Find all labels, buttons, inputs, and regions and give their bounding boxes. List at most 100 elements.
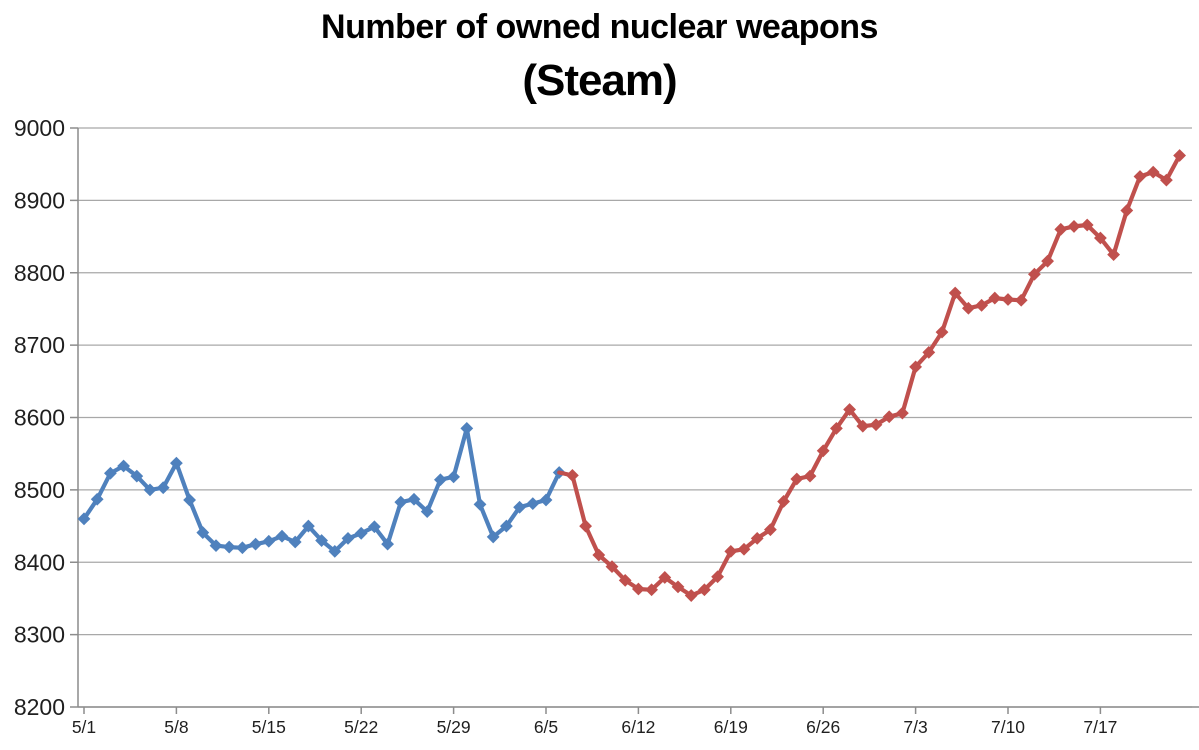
data-point-marker-blue: [222, 540, 236, 554]
data-point-marker-red: [698, 583, 711, 597]
data-point-marker-red: [645, 583, 658, 597]
data-point-marker-red: [869, 418, 883, 432]
x-axis-label: 5/8: [164, 717, 188, 737]
data-point-marker-blue: [394, 495, 408, 509]
data-point-marker-red: [777, 495, 790, 508]
data-point-marker-blue: [275, 529, 289, 543]
data-point-marker-red: [1054, 222, 1068, 236]
y-axis-label: 8800: [14, 260, 65, 286]
data-point-marker-blue: [407, 492, 421, 506]
data-point-marker-red: [1028, 267, 1041, 281]
data-point-marker-red: [764, 523, 777, 537]
x-axis-label: 5/15: [252, 717, 286, 737]
data-point-marker-blue: [302, 519, 315, 533]
data-point-marker-blue: [77, 512, 91, 526]
data-point-marker-blue: [170, 456, 183, 470]
data-point-marker-red: [579, 519, 592, 533]
data-point-marker-red: [1080, 218, 1094, 232]
y-axis-label: 8900: [14, 187, 65, 213]
x-axis-label: 5/22: [344, 717, 378, 737]
data-point-marker-red: [803, 469, 817, 483]
chart-subtitle: (Steam): [522, 56, 677, 105]
data-point-marker-blue: [473, 497, 487, 511]
data-point-marker-red: [1173, 149, 1186, 162]
data-point-marker-blue: [539, 493, 553, 507]
data-point-marker-blue: [288, 535, 302, 549]
data-point-marker-red: [1120, 204, 1134, 217]
y-axis-label: 9000: [14, 115, 65, 141]
data-point-marker-red: [711, 570, 724, 584]
data-point-marker-red: [1146, 165, 1160, 179]
data-point-marker-blue: [500, 519, 513, 533]
x-axis-label: 5/1: [72, 717, 96, 737]
data-point-marker-red: [988, 291, 1002, 305]
data-point-marker-red: [909, 360, 922, 374]
data-point-marker-blue: [381, 537, 394, 551]
data-point-marker-blue: [156, 481, 170, 495]
data-point-marker-red: [816, 444, 830, 458]
y-axis-label: 8300: [14, 622, 65, 648]
y-axis-label: 8400: [14, 549, 65, 575]
y-axis-label: 8500: [14, 477, 65, 503]
data-point-marker-red: [1014, 293, 1028, 307]
data-point-marker-red: [896, 406, 909, 420]
x-axis-label: 6/12: [621, 717, 655, 737]
data-point-marker-blue: [513, 500, 526, 514]
data-point-marker-red: [1133, 170, 1147, 183]
data-point-marker-red: [618, 573, 632, 587]
data-point-marker-blue: [143, 483, 157, 497]
data-point-marker-red: [1107, 248, 1120, 262]
data-point-marker-red: [830, 421, 843, 435]
data-point-marker-red: [882, 410, 896, 424]
data-point-marker-red: [658, 571, 672, 584]
data-point-marker-blue: [209, 539, 223, 553]
data-point-marker-blue: [341, 531, 355, 545]
data-point-marker-red: [566, 469, 579, 482]
data-point-marker-red: [1094, 231, 1107, 245]
data-point-marker-blue: [420, 505, 434, 518]
data-point-marker-blue: [117, 459, 130, 473]
data-point-marker-red: [737, 542, 751, 556]
x-axis-label: 7/17: [1083, 717, 1117, 737]
data-point-marker-blue: [104, 466, 117, 480]
data-point-marker-red: [1041, 254, 1054, 268]
data-point-marker-blue: [460, 421, 474, 435]
data-point-marker-blue: [262, 534, 276, 548]
data-point-marker-blue: [328, 544, 342, 558]
data-point-marker-red: [1160, 173, 1173, 187]
data-point-marker-blue: [196, 526, 210, 539]
data-point-marker-blue: [368, 520, 381, 534]
y-axis-label: 8700: [14, 332, 65, 358]
data-point-marker-blue: [249, 537, 262, 551]
data-point-marker-red: [935, 325, 949, 339]
data-point-marker-red: [948, 286, 962, 300]
data-point-marker-red: [750, 531, 764, 545]
data-point-marker-red: [790, 472, 804, 486]
data-point-marker-blue: [130, 469, 144, 483]
data-point-marker-blue: [90, 492, 104, 506]
y-axis-label: 8600: [14, 405, 65, 431]
data-point-marker-red: [1067, 220, 1081, 233]
data-point-marker-red: [592, 548, 606, 562]
data-point-marker-red: [724, 544, 738, 558]
x-axis-label: 6/26: [806, 717, 840, 737]
data-point-marker-red: [605, 560, 619, 573]
data-point-marker-red: [975, 298, 988, 312]
data-point-marker-red: [856, 419, 870, 433]
x-axis-label: 7/10: [991, 717, 1025, 737]
y-axis-label: 8200: [14, 694, 65, 720]
data-point-marker-red: [684, 589, 698, 602]
data-point-marker-blue: [486, 530, 500, 544]
data-point-marker-red: [962, 301, 975, 315]
data-point-marker-red: [922, 345, 936, 359]
data-point-marker-red: [671, 580, 685, 594]
data-point-marker-red: [632, 582, 645, 596]
data-point-marker-blue: [434, 473, 447, 487]
data-point-marker-blue: [315, 534, 328, 547]
data-point-marker-red: [1001, 293, 1015, 306]
x-axis-label: 5/29: [437, 717, 471, 737]
x-axis-label: 6/19: [714, 717, 748, 737]
data-point-marker-red: [843, 403, 856, 416]
data-point-marker-blue: [183, 493, 196, 507]
